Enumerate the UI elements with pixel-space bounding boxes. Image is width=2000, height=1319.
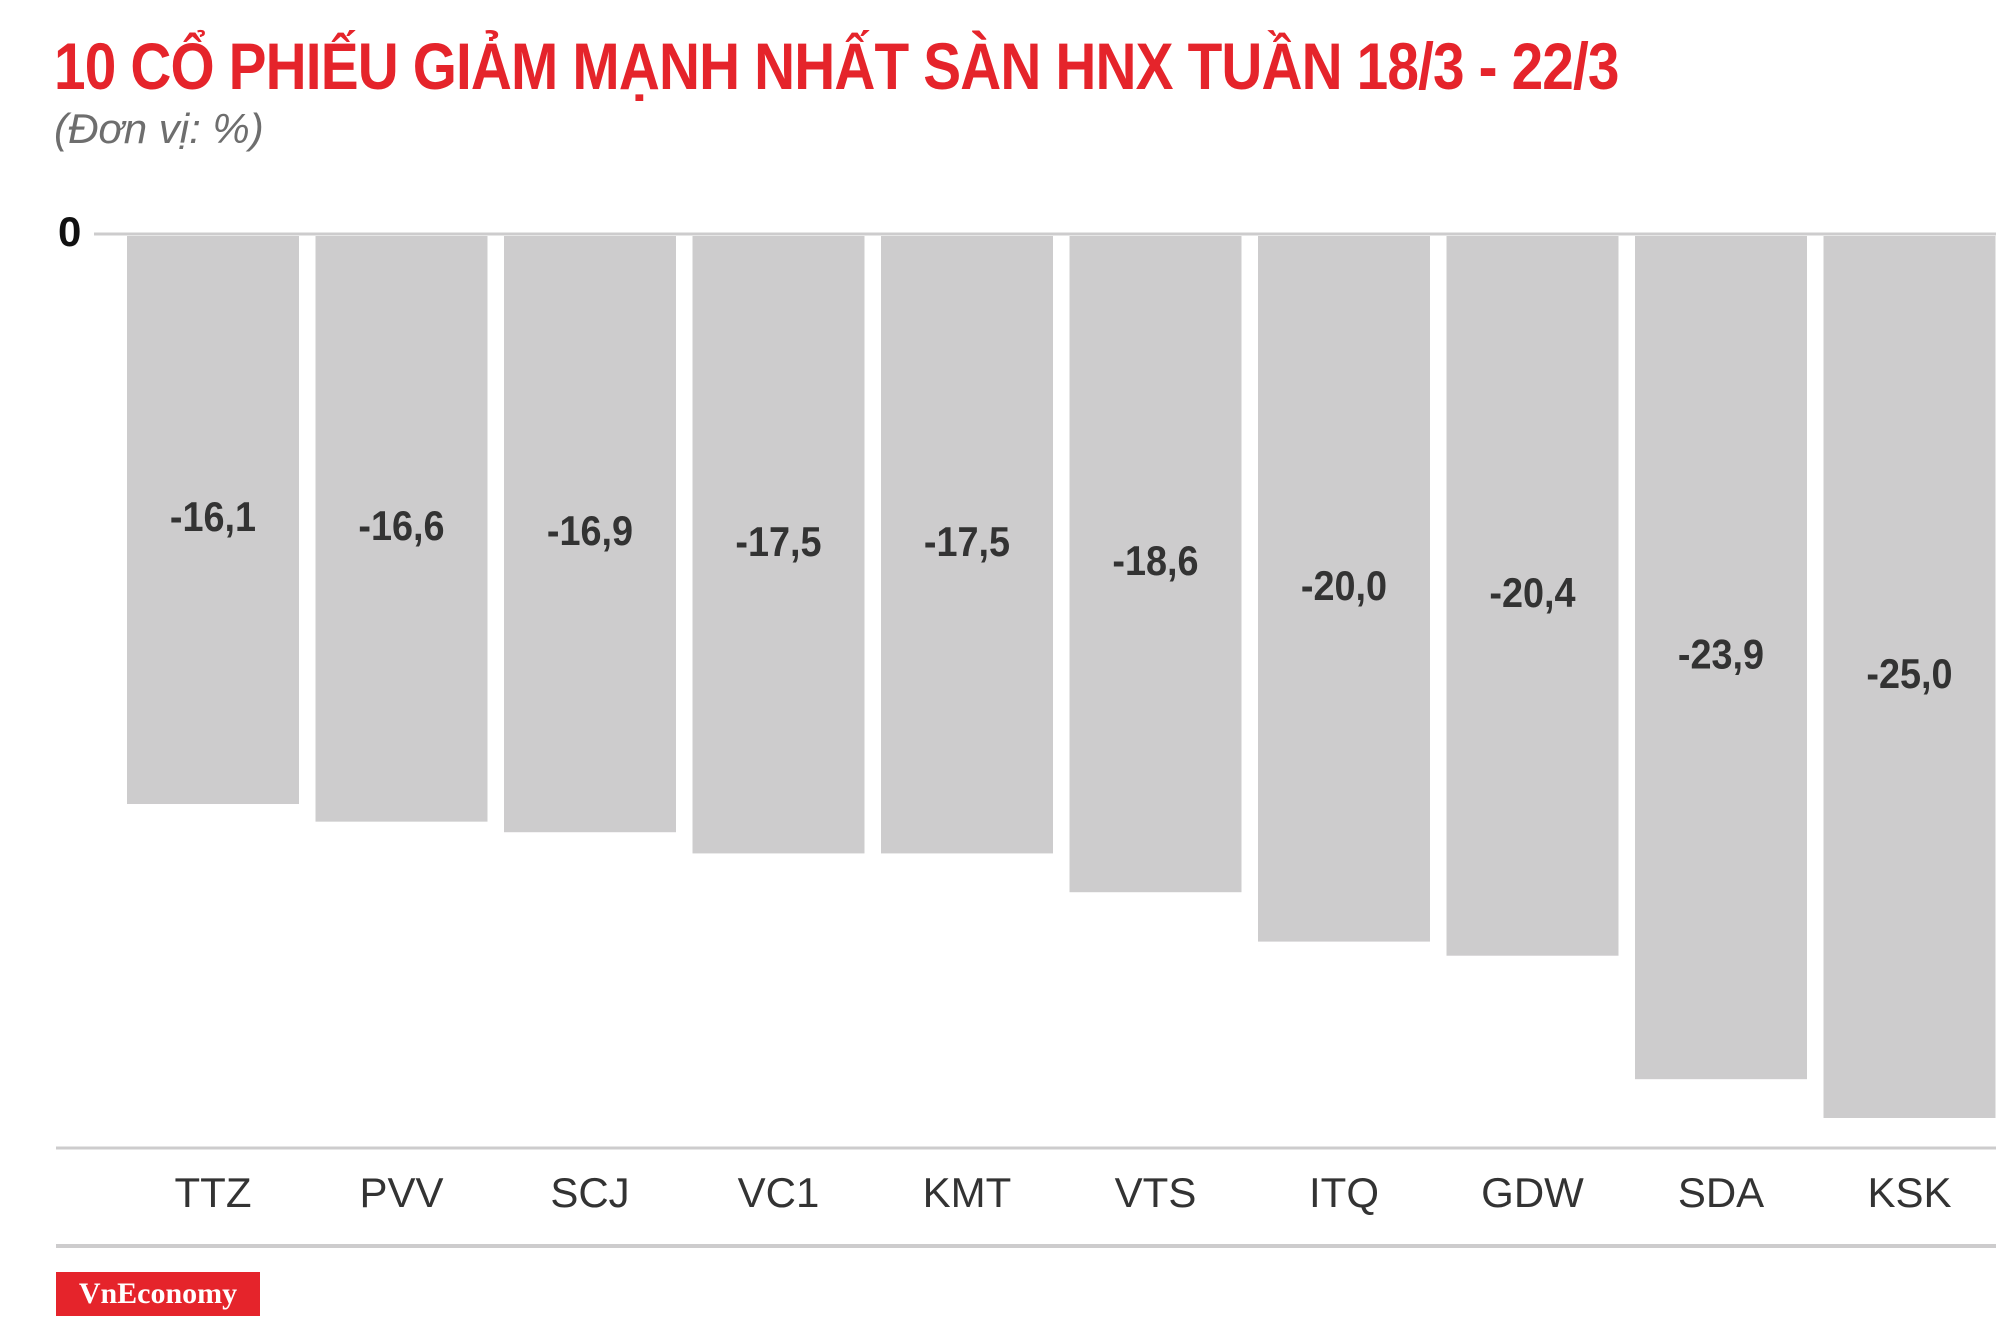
value-label: -25,0 [1866,651,1952,697]
category-label: KSK [1867,1169,1951,1216]
category-label: KMT [923,1169,1012,1216]
bar [1635,236,1807,1080]
bar [127,236,299,805]
bar [692,236,865,854]
category-label: TTZ [175,1169,252,1216]
bar [315,236,488,822]
value-label: -16,9 [547,508,633,554]
value-label: -16,6 [358,503,444,549]
bar [1446,236,1619,956]
value-label: -17,5 [924,519,1010,565]
value-label: -20,4 [1489,570,1575,616]
bar [1069,236,1242,893]
bar [881,236,1053,854]
value-label: -17,5 [735,519,821,565]
unit-label: (Đơn vị: %) [54,105,264,152]
y-axis-zero-label: 0 [58,208,82,255]
bar [1823,236,1996,1118]
value-label: -18,6 [1112,538,1198,584]
value-label: -16,1 [170,494,256,540]
category-label: VC1 [738,1169,820,1216]
value-label: -20,0 [1301,563,1387,609]
bar [1258,236,1430,942]
category-label: SDA [1678,1169,1764,1216]
category-label: ITQ [1309,1169,1379,1216]
brand-logo: VnEconomy [56,1272,260,1316]
category-label: PVV [359,1169,443,1216]
value-label: -23,9 [1678,632,1764,678]
bar [504,236,676,833]
category-label: VTS [1115,1169,1197,1216]
category-label: SCJ [550,1169,629,1216]
category-label: GDW [1481,1169,1584,1216]
chart-title: 10 CỔ PHIẾU GIẢM MẠNH NHẤT SÀN HNX TUẦN … [54,29,1619,103]
